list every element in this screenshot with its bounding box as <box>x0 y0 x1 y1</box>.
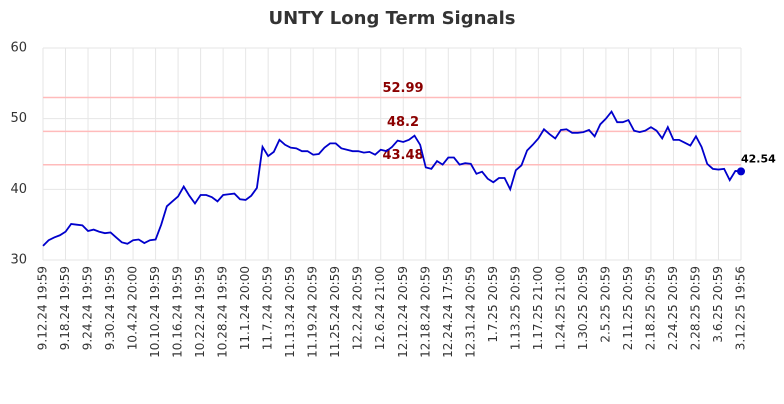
level-label: 48.2 <box>387 115 419 130</box>
x-tick-label: 2.5.25 20:59 <box>598 266 612 343</box>
x-tick-label: 9.30.24 19:59 <box>103 266 117 350</box>
x-tick-label: 1.17.25 21:00 <box>531 266 545 350</box>
x-tick-label: 3.12.25 19:56 <box>734 266 748 350</box>
y-tick-label: 60 <box>10 41 27 56</box>
x-tick-label: 11.13.24 20:59 <box>283 266 297 358</box>
level-label: 43.48 <box>382 148 423 163</box>
x-tick-label: 12.2.24 20:59 <box>351 266 365 350</box>
level-label: 52.99 <box>382 81 423 96</box>
x-tick-label: 12.12.24 20:59 <box>396 266 410 358</box>
x-tick-label: 12.18.24 20:59 <box>418 266 432 358</box>
x-tick-label: 12.6.24 21:00 <box>373 266 387 350</box>
x-tick-label: 11.19.24 20:59 <box>306 266 320 358</box>
x-tick-label: 11.25.24 20:59 <box>328 266 342 358</box>
x-tick-label: 9.24.24 19:59 <box>81 266 95 350</box>
y-tick-label: 40 <box>10 182 27 197</box>
last-point <box>737 167 745 176</box>
x-tick-label: 1.30.25 20:59 <box>576 266 590 350</box>
x-tick-label: 3.6.25 20:59 <box>711 266 725 343</box>
x-tick-label: 9.18.24 19:59 <box>58 266 72 350</box>
x-tick-label: 1.13.25 20:59 <box>508 266 522 350</box>
x-tick-label: 11.1.24 20:00 <box>238 266 252 350</box>
y-tick-label: 30 <box>10 253 27 268</box>
x-tick-label: 9.12.24 19:59 <box>36 266 50 350</box>
x-tick-label: 2.11.25 20:59 <box>621 266 635 350</box>
x-tick-label: 1.24.25 21:00 <box>553 266 567 350</box>
x-tick-label: 10.16.24 19:59 <box>171 266 185 358</box>
x-tick-label: 10.28.24 19:59 <box>216 266 230 358</box>
x-tick-label: 10.4.24 20:00 <box>126 266 140 350</box>
x-tick-label: 12.24.24 17:59 <box>441 266 455 358</box>
x-tick-label: 2.18.25 20:59 <box>643 266 657 350</box>
x-tick-label: 1.7.25 20:59 <box>486 266 500 343</box>
x-tick-label: 11.7.24 20:59 <box>261 266 275 350</box>
y-tick-label: 50 <box>10 111 27 126</box>
x-tick-label: 10.10.24 19:59 <box>148 266 162 358</box>
x-tick-label: 2.24.25 20:59 <box>666 266 680 350</box>
last-value-label: 42.54 <box>741 152 776 165</box>
x-tick-label: 10.22.24 19:59 <box>193 266 207 358</box>
price-line <box>42 109 742 247</box>
x-tick-label: 2.28.25 20:59 <box>688 266 702 350</box>
x-tick-label: 12.31.24 20:59 <box>463 266 477 358</box>
chart-title: UNTY Long Term Signals <box>269 8 516 29</box>
